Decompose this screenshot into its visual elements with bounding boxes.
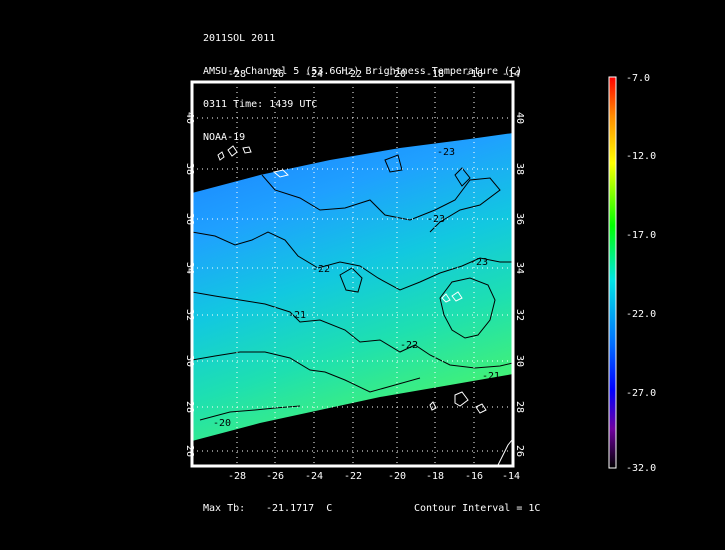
longitude-labels-top: -28 -26 -24 -22 -20 -18 -16 -14 (228, 69, 520, 80)
lon-label: -16 (465, 69, 483, 80)
lat-label: 40 (514, 112, 525, 124)
contour-label: -22 (312, 264, 330, 275)
lat-label: 38 (514, 163, 525, 175)
header-line-time: 0311 Time: 1439 UTC (203, 99, 318, 110)
lat-label: 32 (514, 309, 525, 321)
lat-label: 28 (514, 401, 525, 413)
contour-label: -21 (482, 371, 500, 382)
lon-label: -18 (426, 69, 444, 80)
contour-label: -23 (437, 147, 455, 158)
lat-label: 32 (184, 309, 195, 321)
lat-label: 28 (184, 401, 195, 413)
lat-label: 38 (184, 163, 195, 175)
lon-label: -26 (266, 69, 284, 80)
contour-label: -23 (427, 214, 445, 225)
lon-label: -22 (344, 471, 362, 482)
colorbar-gradient (608, 76, 617, 469)
lon-label: -14 (502, 471, 520, 482)
map-header: 2011SOL 2011 AMSU-A Channel 5 (53.6GHz) … (203, 11, 522, 154)
contour-interval: Contour Interval = 1C (414, 503, 541, 514)
header-line-date: 2011SOL 2011 (203, 33, 276, 44)
contour-label: -20 (213, 418, 231, 429)
longitude-labels-bottom: -28 -26 -24 -22 -20 -18 -16 -14 (228, 471, 520, 482)
lat-label: 36 (514, 213, 525, 225)
lat-label: 36 (184, 213, 195, 225)
colorbar-label: -7.0 (626, 73, 651, 84)
lon-label: -16 (465, 471, 483, 482)
lon-label: -26 (266, 471, 284, 482)
max-tb-value: -21.1717 C (266, 503, 333, 514)
lon-label: -14 (502, 69, 520, 80)
contour-label: -22 (400, 340, 418, 351)
lon-label: -28 (228, 471, 246, 482)
colorbar-label: -27.0 (626, 388, 657, 399)
lat-label: 34 (184, 262, 195, 274)
map-frame (190, 80, 515, 468)
lat-label: 30 (514, 355, 525, 367)
coastline (217, 145, 513, 466)
lon-label: -20 (388, 69, 406, 80)
latitude-labels-right: 40 38 36 34 32 30 28 26 (514, 112, 525, 457)
lon-label: -24 (305, 471, 323, 482)
latitude-labels-left: 40 38 36 34 32 30 28 26 (184, 112, 195, 457)
contour-label: -23 (470, 257, 488, 268)
lon-label: -18 (426, 471, 444, 482)
colorbar-label: -17.0 (626, 230, 657, 241)
lat-label: 26 (514, 445, 525, 457)
lon-label: -24 (305, 69, 323, 80)
lat-label: 30 (184, 355, 195, 367)
header-line-satellite: NOAA-19 (203, 132, 246, 143)
colorbar-label: -12.0 (626, 151, 657, 162)
lon-label: -22 (344, 69, 362, 80)
colorbar-label: -32.0 (626, 463, 657, 474)
lat-label: 40 (184, 112, 195, 124)
colorbar-label: -22.0 (626, 309, 657, 320)
colorbar (608, 76, 617, 469)
lon-label: -20 (388, 471, 406, 482)
lat-label: 34 (514, 262, 525, 274)
header-line-product: AMSU-A Channel 5 (53.6GHz) Brightness Te… (203, 66, 523, 77)
max-tb-label: Max Tb: (203, 503, 246, 514)
lat-label: 26 (184, 445, 195, 457)
temperature-contours (192, 154, 513, 421)
lon-label: -28 (228, 69, 246, 80)
lat-lon-grid (192, 82, 513, 466)
